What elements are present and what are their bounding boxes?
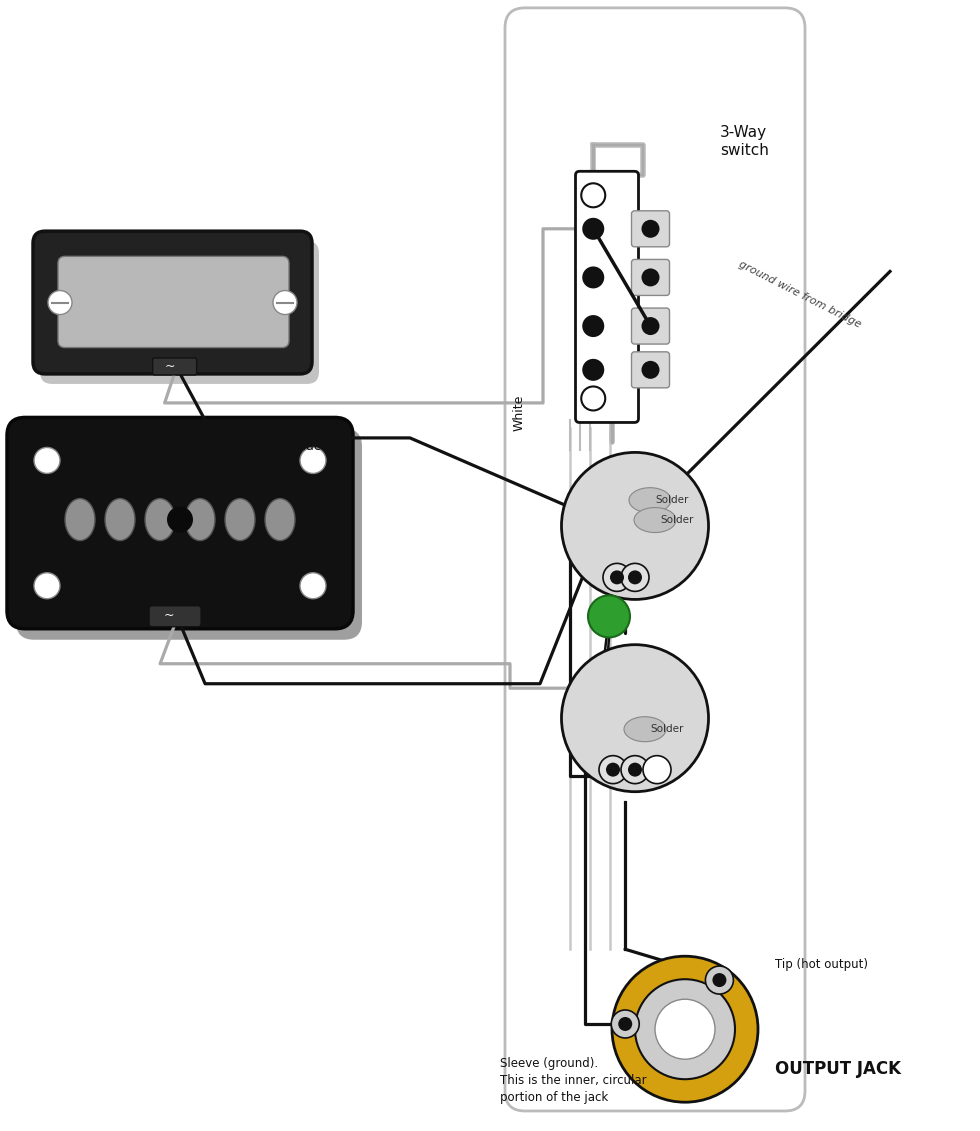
Ellipse shape [185,499,215,541]
Text: 3-Way
switch: 3-Way switch [720,124,769,158]
Circle shape [582,218,605,240]
Circle shape [34,572,60,598]
Circle shape [582,316,605,337]
Circle shape [562,645,709,792]
Circle shape [34,448,60,474]
Circle shape [562,452,709,599]
FancyBboxPatch shape [7,417,353,629]
Circle shape [582,267,605,288]
Ellipse shape [624,717,666,742]
Circle shape [621,563,649,592]
Circle shape [642,219,660,238]
Text: ~: ~ [164,610,174,622]
Circle shape [612,956,758,1103]
Circle shape [642,268,660,286]
Circle shape [628,570,642,585]
FancyBboxPatch shape [631,210,669,247]
FancyBboxPatch shape [575,171,639,423]
Text: Black: Black [255,608,289,622]
FancyBboxPatch shape [33,231,312,374]
Text: Black: Black [295,440,329,454]
Circle shape [48,291,72,314]
Circle shape [618,1017,632,1031]
Text: Tip (hot output): Tip (hot output) [775,958,868,970]
Text: White: White [248,550,284,563]
Circle shape [628,762,642,777]
Ellipse shape [105,499,135,541]
Text: ~: ~ [165,360,175,372]
Circle shape [635,979,735,1079]
Circle shape [300,448,326,474]
Text: OUTPUT JACK: OUTPUT JACK [775,1060,901,1078]
Circle shape [612,1010,639,1038]
FancyBboxPatch shape [631,259,669,295]
FancyBboxPatch shape [631,352,669,388]
FancyBboxPatch shape [153,357,197,374]
Ellipse shape [145,499,175,541]
Circle shape [300,572,326,598]
Circle shape [273,291,297,314]
FancyBboxPatch shape [505,8,805,1111]
Ellipse shape [225,499,255,541]
Circle shape [621,756,649,784]
Ellipse shape [634,508,676,533]
Ellipse shape [629,487,671,512]
FancyBboxPatch shape [631,308,669,344]
Circle shape [588,595,630,638]
Text: White: White [513,395,526,431]
Text: Solder: Solder [650,724,683,734]
Circle shape [642,317,660,335]
Circle shape [603,563,631,592]
Circle shape [581,183,606,207]
Circle shape [706,966,733,994]
Circle shape [712,973,726,987]
Circle shape [606,762,620,777]
Text: Sleeve (ground).
This is the inner, circular
portion of the jack: Sleeve (ground). This is the inner, circ… [500,1057,647,1105]
Text: Solder: Solder [660,515,694,525]
Circle shape [599,756,627,784]
FancyBboxPatch shape [149,606,201,627]
Circle shape [655,999,715,1060]
Text: Solder: Solder [655,495,688,506]
Circle shape [582,359,605,381]
Circle shape [643,756,671,784]
Text: ground wire from bridge: ground wire from bridge [737,259,862,329]
FancyBboxPatch shape [40,241,319,383]
Circle shape [581,387,606,411]
Ellipse shape [65,499,95,541]
FancyBboxPatch shape [58,257,289,347]
Ellipse shape [265,499,295,541]
Circle shape [642,361,660,379]
Circle shape [610,570,624,585]
FancyBboxPatch shape [16,429,362,640]
Circle shape [167,507,193,533]
